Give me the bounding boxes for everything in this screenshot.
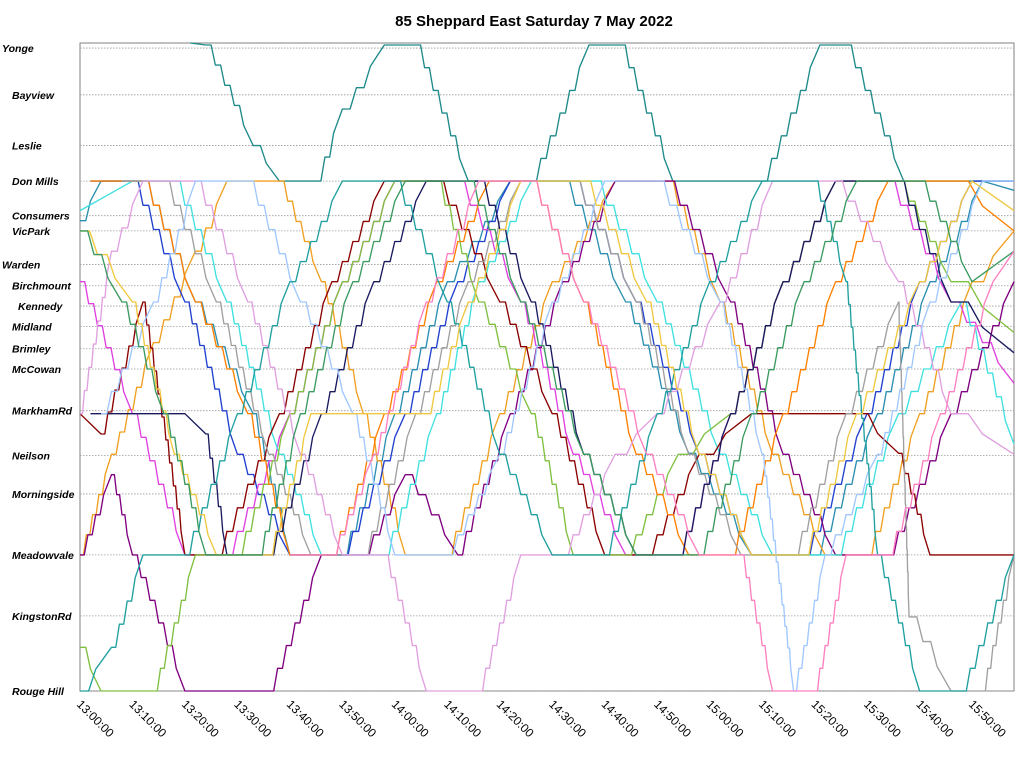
x-tick-label-17: 15:50:00 (966, 697, 1009, 740)
stop-label-1: Bayview (12, 90, 55, 102)
trip-line-14 (80, 180, 1015, 692)
stop-label-13: Neilson (12, 450, 50, 462)
trip-line-16 (80, 180, 1015, 556)
trip-line-12 (80, 180, 1015, 692)
x-tick-label-14: 15:20:00 (808, 697, 851, 740)
stop-label-0: Yonge (2, 43, 34, 55)
x-tick-label-3: 13:30:00 (231, 697, 274, 740)
stop-label-15: Meadowvale (12, 550, 74, 562)
trip-line-6 (79, 180, 1015, 556)
stop-label-11: McCowan (12, 364, 61, 376)
stop-label-2: Leslie (12, 141, 42, 153)
y-axis-stop-labels: Yonge Bayview Leslie Don Mills Consumers VicP… (2, 43, 75, 698)
x-tick-label-1: 13:10:00 (126, 697, 169, 740)
trip-line-0 (190, 42, 1014, 182)
stop-label-16: KingstonRd (12, 611, 72, 623)
stop-label-5: VicPark (12, 226, 51, 238)
x-axis-tick-labels: 13:00:00 13:10:00 13:20:00 13:30:00 13:40:00… (74, 697, 1009, 740)
stop-label-9: Midland (12, 321, 52, 333)
stop-label-12: MarkhamRd (12, 406, 73, 418)
x-tick-label-13: 15:10:00 (756, 697, 799, 740)
series-layer (79, 42, 1015, 692)
x-tick-label-4: 13:40:00 (284, 697, 327, 740)
trip-line-13 (101, 180, 1014, 692)
trip-line-15 (80, 180, 1015, 556)
stop-label-4: Consumers (12, 211, 70, 223)
x-tick-label-16: 15:40:00 (913, 697, 956, 740)
x-tick-label-11: 14:50:00 (651, 697, 694, 740)
x-tick-label-7: 14:10:00 (441, 697, 484, 740)
x-tick-label-5: 13:50:00 (336, 697, 379, 740)
x-tick-label-0: 13:00:00 (74, 697, 117, 740)
x-tick-label-9: 14:30:00 (546, 697, 589, 740)
chart-title: 85 Sheppard East Saturday 7 May 2022 (395, 13, 673, 30)
stop-label-6: Warden (2, 259, 40, 271)
trip-line-10 (122, 180, 1015, 692)
x-tick-label-10: 14:40:00 (599, 697, 642, 740)
trip-line-17 (289, 180, 1015, 692)
stop-label-14: Morningside (12, 489, 75, 501)
x-tick-label-15: 15:30:00 (861, 697, 904, 740)
stop-label-17: Rouge Hill (12, 686, 65, 698)
stop-label-7: Birchmount (12, 281, 71, 293)
x-tick-label-12: 15:00:00 (704, 697, 747, 740)
trip-line-7 (79, 180, 1014, 556)
stop-label-8: Kennedy (18, 301, 64, 313)
stop-label-3: Don Mills (12, 176, 59, 188)
stop-label-10: Brimley (12, 344, 52, 356)
x-tick-label-6: 14:00:00 (389, 697, 432, 740)
x-tick-label-2: 13:20:00 (179, 697, 222, 740)
x-tick-label-8: 14:20:00 (494, 697, 537, 740)
trip-line-11 (90, 180, 1015, 556)
